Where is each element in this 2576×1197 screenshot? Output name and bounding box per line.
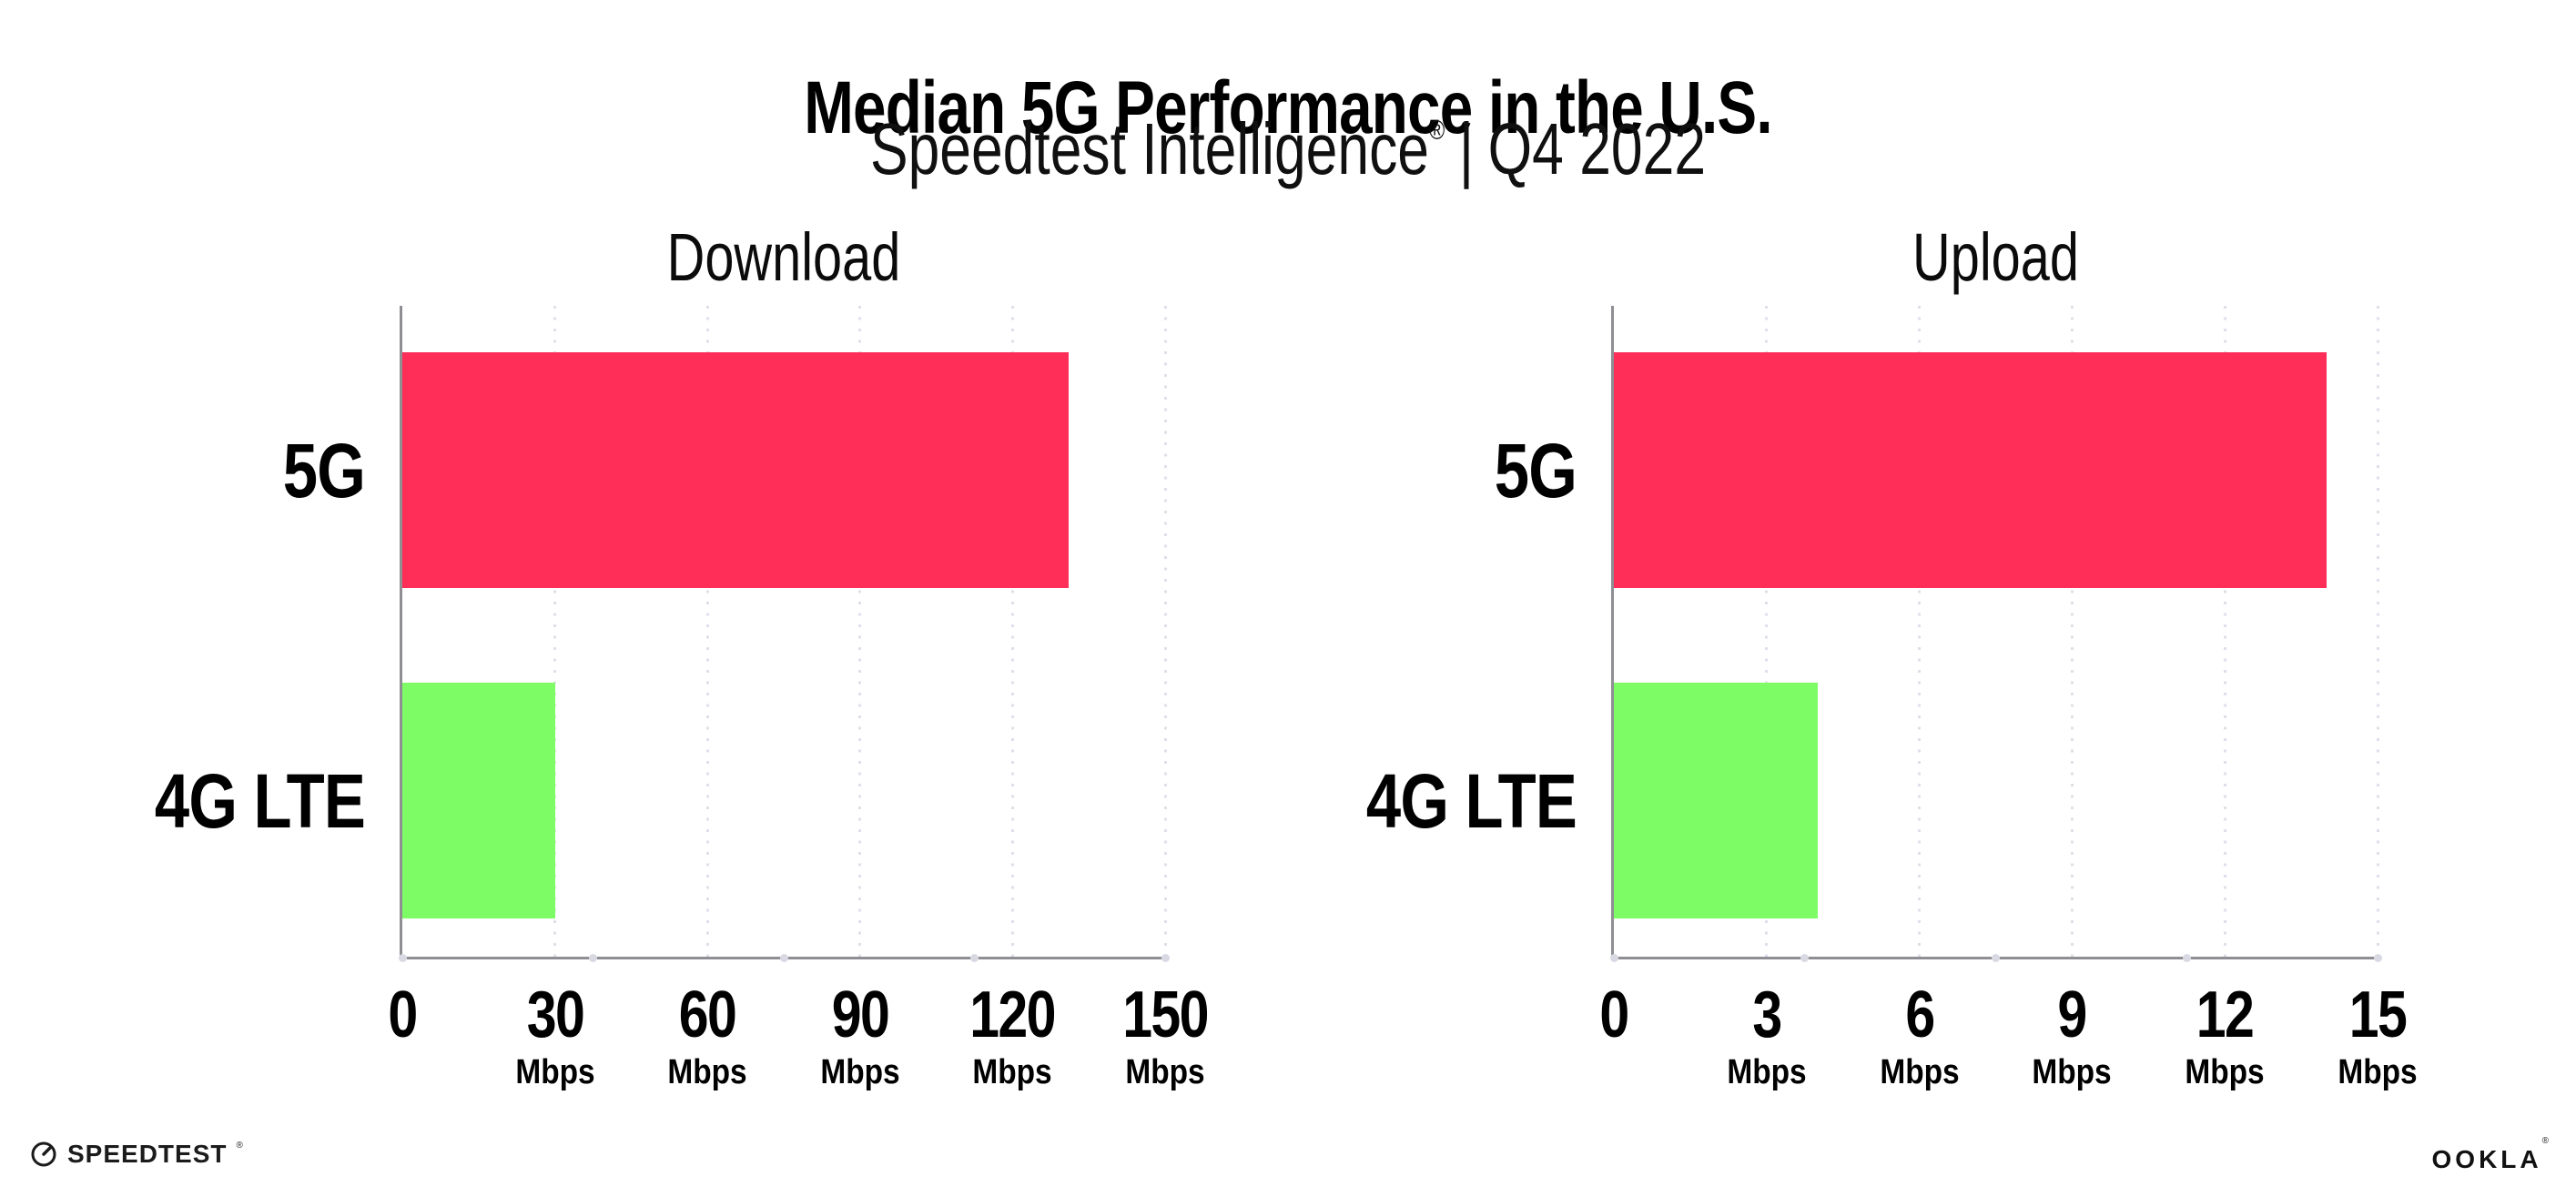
x-tick-unit-label: Mbps bbox=[1125, 1053, 1205, 1091]
axis-tick-dot bbox=[2373, 954, 2382, 962]
x-tick-value: 3 bbox=[1752, 979, 1782, 1051]
download-chart-title: Download bbox=[666, 219, 901, 295]
gridline-3-mbps bbox=[1765, 306, 1769, 958]
gridline-15-mbps bbox=[2376, 306, 2379, 958]
x-tick-unit-label: Mbps bbox=[667, 1053, 747, 1091]
axis-tick-dot bbox=[398, 954, 407, 962]
category-label-5g: 5G bbox=[1494, 427, 1577, 513]
subtitle-brand: Speedtest Intelligence bbox=[869, 108, 1429, 189]
y-axis-line bbox=[400, 306, 402, 960]
bar-4g-lte bbox=[402, 683, 555, 918]
axis-tick-dot bbox=[1161, 954, 1170, 962]
page-title: Median 5G Performance in the U.S. bbox=[804, 66, 1772, 149]
category-label-4g-lte: 4G LTE bbox=[1365, 757, 1577, 844]
x-tick-3: 3 Mbps bbox=[1676, 981, 1858, 1090]
x-tick-90: 90 Mbps bbox=[769, 981, 951, 1090]
x-tick-unit-label: Mbps bbox=[1879, 1053, 1960, 1091]
upload-chart-title: Upload bbox=[1912, 219, 2079, 295]
gridline-30-mbps bbox=[553, 306, 557, 958]
x-tick-0: 0 bbox=[311, 981, 493, 1049]
x-tick-value: 30 bbox=[526, 979, 584, 1051]
x-tick-value: 15 bbox=[2348, 979, 2408, 1051]
axis-tick-dot bbox=[1609, 954, 1618, 962]
x-tick-9: 9 Mbps bbox=[1981, 981, 2163, 1090]
x-tick-value: 60 bbox=[678, 979, 737, 1051]
subtitle: Speedtest Intelligence® | Q4 2022 bbox=[283, 106, 2292, 209]
category-label-5g: 5G bbox=[282, 427, 366, 513]
y-axis-line bbox=[1611, 306, 1614, 960]
ookla-logo: OOKLA ® bbox=[2431, 1136, 2549, 1174]
bar-5g bbox=[402, 352, 1069, 588]
x-tick-value: 12 bbox=[2196, 979, 2255, 1051]
axis-tick-dot bbox=[779, 954, 788, 962]
bar-5g bbox=[1614, 352, 2328, 588]
gridline-120-mbps bbox=[1010, 306, 1014, 958]
x-tick-unit-label: Mbps bbox=[514, 1053, 595, 1091]
x-tick-value: 150 bbox=[1122, 979, 1209, 1051]
x-tick-30: 30 Mbps bbox=[464, 981, 646, 1090]
speedtest-wordmark: SPEEDTEST bbox=[67, 1140, 228, 1168]
x-tick-value: 0 bbox=[1599, 979, 1629, 1051]
x-tick-6: 6 Mbps bbox=[1829, 981, 2011, 1090]
axis-tick-dot bbox=[589, 954, 597, 962]
x-tick-unit-label: Mbps bbox=[2032, 1053, 2113, 1091]
x-tick-0: 0 bbox=[1523, 981, 1705, 1049]
ookla-trademark-symbol: ® bbox=[2541, 1136, 2549, 1146]
x-tick-15: 15 Mbps bbox=[2287, 981, 2469, 1090]
x-tick-unit-label: Mbps bbox=[820, 1053, 900, 1091]
x-tick-120: 120 Mbps bbox=[921, 981, 1103, 1090]
x-tick-value: 90 bbox=[831, 979, 890, 1051]
subtitle-separator: | bbox=[1458, 108, 1475, 189]
x-tick-60: 60 Mbps bbox=[616, 981, 798, 1090]
x-tick-value: 0 bbox=[388, 979, 418, 1051]
x-tick-unit-label: Mbps bbox=[972, 1053, 1053, 1091]
axis-tick-dot bbox=[1800, 954, 1810, 962]
bar-4g-lte bbox=[1614, 683, 1818, 918]
axis-tick-dot bbox=[2182, 954, 2191, 962]
speedtest-logo: SPEEDTEST ® bbox=[29, 1140, 243, 1169]
registered-trademark-symbol: ® bbox=[1428, 116, 1445, 146]
x-tick-unit-label: Mbps bbox=[2338, 1053, 2418, 1091]
x-tick-unit-label: Mbps bbox=[2185, 1053, 2265, 1091]
ookla-wordmark: OOKLA bbox=[2431, 1145, 2542, 1173]
gridline-60-mbps bbox=[705, 306, 709, 958]
subtitle-period: Q4 2022 bbox=[1487, 108, 1707, 189]
x-tick-150: 150 Mbps bbox=[1074, 981, 1256, 1090]
gridline-9-mbps bbox=[2070, 306, 2074, 958]
axis-tick-dot bbox=[1992, 954, 2000, 962]
category-label-4g-lte: 4G LTE bbox=[154, 757, 366, 844]
speedtest-gauge-icon bbox=[31, 1141, 56, 1167]
speedtest-trademark-symbol: ® bbox=[236, 1140, 243, 1151]
x-tick-unit-label: Mbps bbox=[1727, 1053, 1807, 1091]
gridline-150-mbps bbox=[1163, 306, 1167, 958]
gridline-6-mbps bbox=[1918, 306, 1922, 958]
gridline-12-mbps bbox=[2223, 306, 2226, 958]
x-tick-value: 6 bbox=[1904, 979, 1935, 1051]
x-tick-12: 12 Mbps bbox=[2134, 981, 2316, 1090]
axis-tick-dot bbox=[970, 954, 979, 962]
gridline-90-mbps bbox=[858, 306, 862, 958]
x-tick-value: 9 bbox=[2057, 979, 2088, 1051]
x-tick-value: 120 bbox=[969, 979, 1057, 1051]
